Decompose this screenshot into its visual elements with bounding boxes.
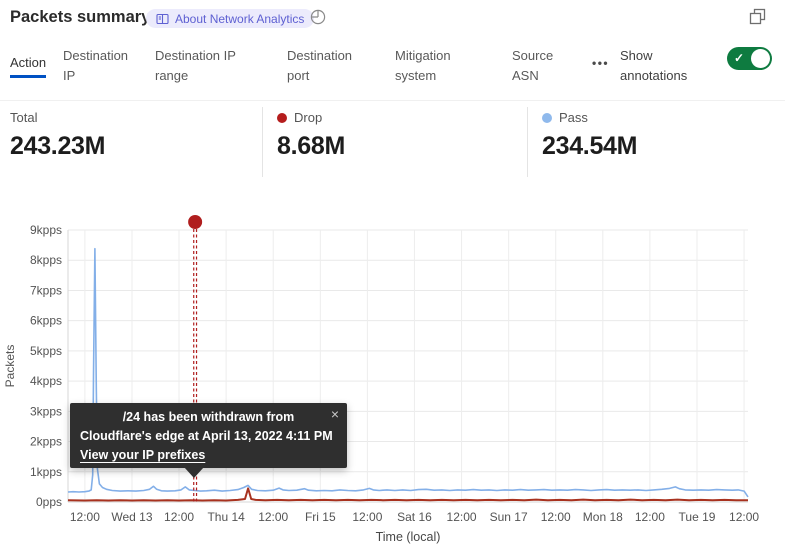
tooltip-line1: /24 has been withdrawn from <box>122 410 295 424</box>
book-icon <box>156 13 169 25</box>
y-tick-label: 4kpps <box>30 374 62 388</box>
stat-drop-value: 8.68M <box>277 132 345 160</box>
x-tick-label: 12:00 <box>258 510 288 524</box>
y-tick-label: 8kpps <box>30 253 62 267</box>
stat-drop-label: Drop <box>294 110 323 125</box>
overlap-squares-icon[interactable] <box>748 7 768 27</box>
view-ip-prefixes-link[interactable]: View your IP prefixes <box>80 448 206 462</box>
y-tick-label: 2kpps <box>30 435 62 449</box>
pass-line <box>67 247 749 498</box>
toggle-knob <box>751 49 770 68</box>
page-title: Packets summary <box>10 8 151 26</box>
stat-pass-label: Pass <box>559 110 588 125</box>
tab-destination-ip-range[interactable]: Destination IP range <box>155 48 236 83</box>
drop-line <box>67 487 748 502</box>
badge-label: About Network Analytics <box>175 11 305 26</box>
drop-dot <box>277 112 287 123</box>
x-tick-label: Thu 14 <box>207 510 245 524</box>
y-tick-label: 5kpps <box>30 344 62 358</box>
x-tick-label: Mon 18 <box>583 510 623 524</box>
stat-pass-value: 234.54M <box>542 132 638 160</box>
stat-divider <box>262 107 263 177</box>
stat-total: Total 243.23M <box>10 110 106 161</box>
x-tick-label: 12:00 <box>541 510 571 524</box>
tab-destination-ip[interactable]: Destination IP <box>63 48 129 83</box>
tab-destination-port[interactable]: Destination port <box>287 48 353 83</box>
x-tick-label: 12:00 <box>70 510 100 524</box>
x-tick-label: Fri 15 <box>305 510 336 524</box>
stat-total-value: 243.23M <box>10 132 106 160</box>
show-annotations-label: Show annotations <box>620 48 688 83</box>
pie-chart-icon[interactable] <box>309 8 327 26</box>
stat-drop-legend[interactable]: Drop 8.68M <box>277 110 345 161</box>
stat-divider <box>527 107 528 177</box>
tab-source-asn[interactable]: Source ASN <box>512 48 554 83</box>
tooltip-line2: Cloudflare's edge at April 13, 2022 4:11… <box>80 429 333 443</box>
y-tick-label: 7kpps <box>30 283 62 297</box>
more-tabs-ellipsis-icon[interactable]: ••• <box>592 56 610 70</box>
stat-total-label: Total <box>10 110 38 125</box>
tab-mitigation-system[interactable]: Mitigation system <box>395 48 451 83</box>
x-tick-label: 12:00 <box>635 510 665 524</box>
tooltip-caret <box>184 467 204 478</box>
x-tick-label: 12:00 <box>729 510 759 524</box>
x-tick-label: 12:00 <box>352 510 382 524</box>
y-tick-label: 9kpps <box>30 223 62 237</box>
header-divider <box>0 100 785 101</box>
close-icon[interactable]: × <box>330 406 339 422</box>
y-axis-title: Packets <box>3 345 17 388</box>
pass-dot <box>542 112 552 123</box>
y-tick-label: 6kpps <box>30 314 62 328</box>
x-tick-label: 12:00 <box>164 510 194 524</box>
x-axis-title: Time (local) <box>376 530 441 544</box>
x-tick-label: Wed 13 <box>111 510 152 524</box>
about-network-analytics-badge[interactable]: About Network Analytics <box>146 9 315 28</box>
y-tick-label: 3kpps <box>30 404 62 418</box>
check-icon: ✓ <box>734 51 745 65</box>
annotation-tooltip: × /24 has been withdrawn from Cloudflare… <box>70 403 347 478</box>
stat-pass-legend[interactable]: Pass 234.54M <box>542 110 638 161</box>
show-annotations-toggle[interactable]: ✓ <box>727 47 772 70</box>
x-tick-label: Sun 17 <box>490 510 528 524</box>
tab-action[interactable]: Action <box>10 54 47 78</box>
y-tick-label: 0pps <box>36 495 62 509</box>
x-tick-label: Sat 16 <box>397 510 432 524</box>
x-tick-label: 12:00 <box>447 510 477 524</box>
y-tick-label: 1kpps <box>30 465 62 479</box>
x-tick-label: Tue 19 <box>679 510 716 524</box>
annotation-marker[interactable] <box>188 215 203 229</box>
